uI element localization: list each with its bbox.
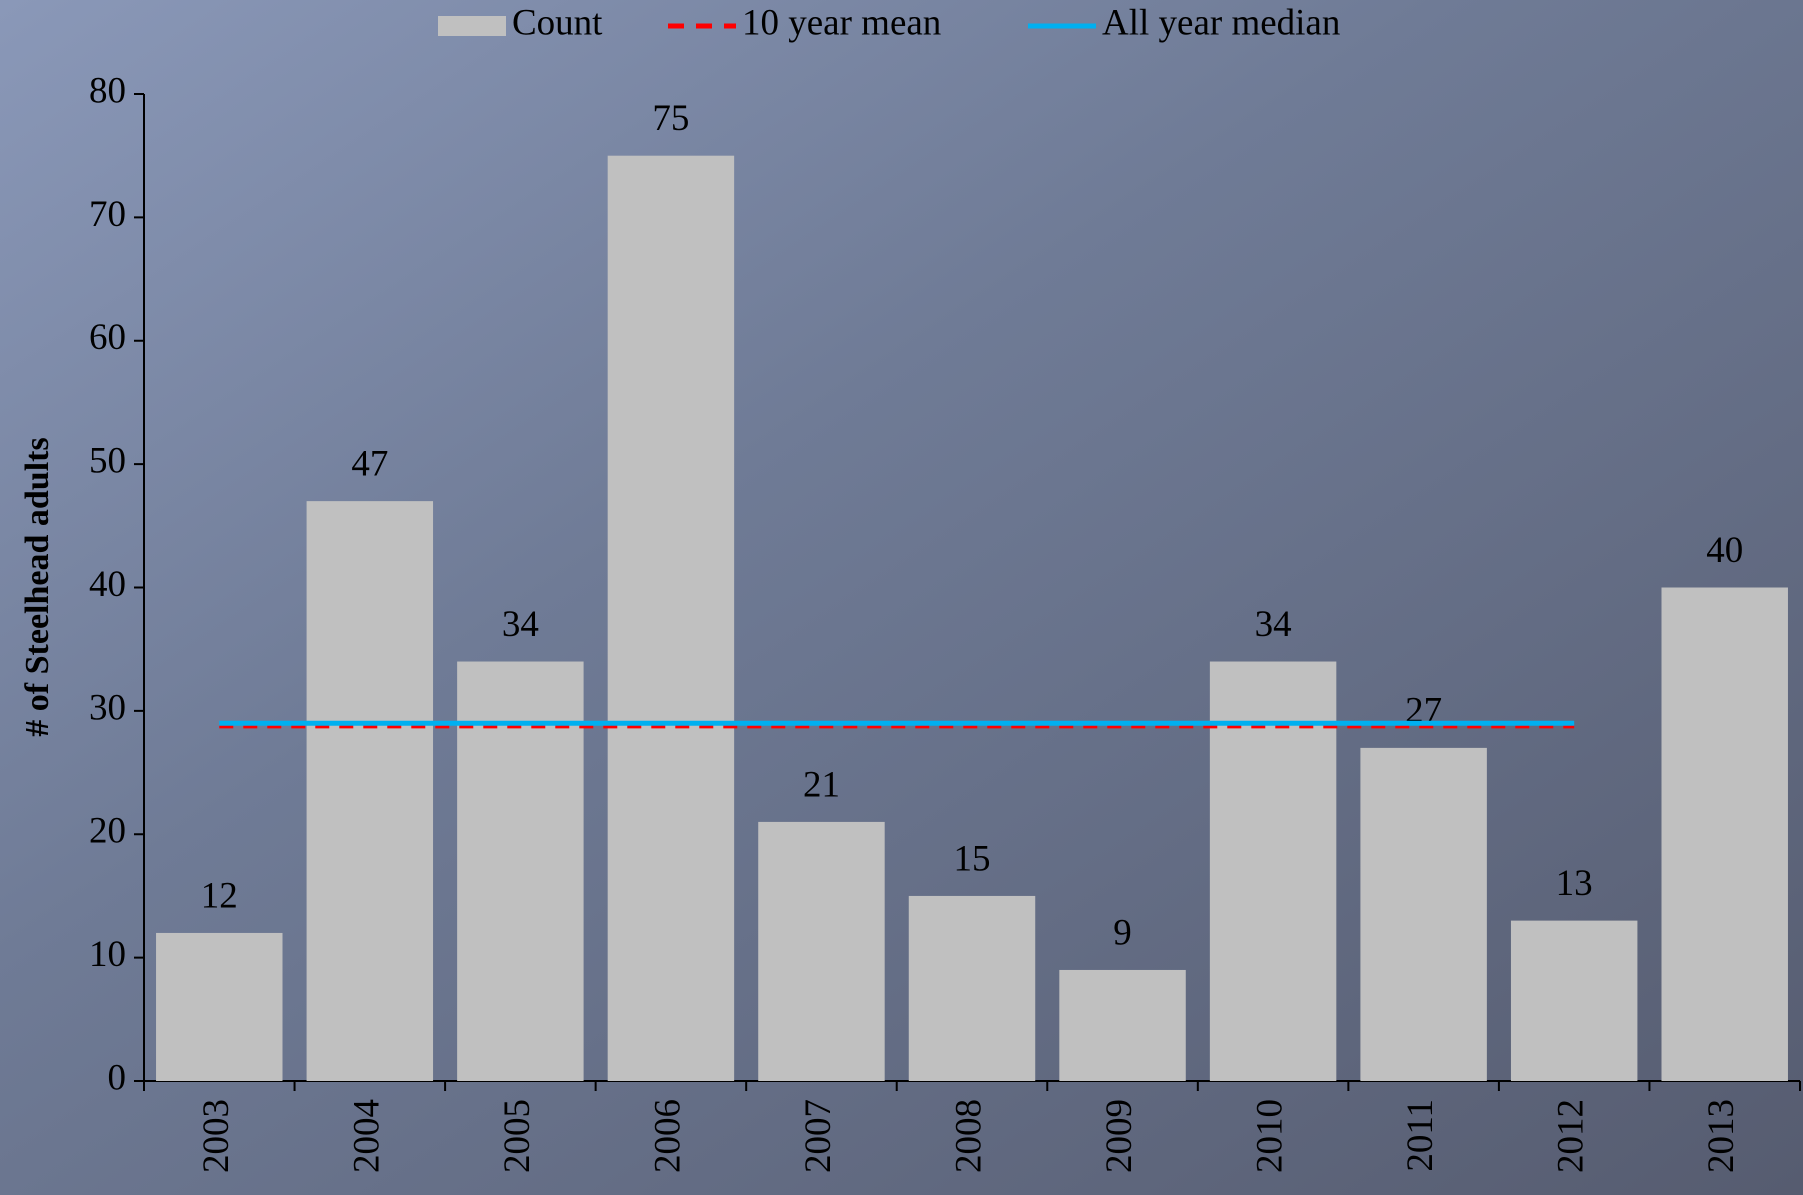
- y-tick-label: 60: [89, 317, 126, 358]
- x-tick-label: 2007: [798, 1099, 839, 1173]
- x-tick-label: 2012: [1551, 1099, 1592, 1173]
- bar: [156, 932, 283, 1081]
- x-tick-label: 2004: [346, 1099, 387, 1173]
- data-label: 12: [201, 875, 238, 916]
- y-tick-label: 0: [108, 1057, 127, 1098]
- bar: [306, 501, 434, 1081]
- bar: [1510, 920, 1638, 1081]
- y-tick-label: 20: [89, 811, 126, 852]
- legend-label: 10 year mean: [742, 2, 941, 43]
- bar: [1209, 661, 1337, 1081]
- y-tick-label: 10: [89, 934, 126, 975]
- y-tick-label: 50: [89, 441, 126, 482]
- legend-swatch: [438, 16, 506, 36]
- x-tick-label: 2006: [647, 1099, 688, 1173]
- bar: [758, 821, 885, 1081]
- data-label: 47: [351, 444, 388, 485]
- data-label: 13: [1556, 863, 1593, 904]
- x-tick-label: 2010: [1250, 1099, 1291, 1173]
- data-label: 15: [954, 838, 991, 879]
- x-tick-label: 2005: [497, 1099, 538, 1173]
- bar: [457, 661, 584, 1081]
- legend-label: All year median: [1102, 2, 1340, 43]
- bar: [908, 895, 1036, 1081]
- data-label: 34: [1255, 604, 1292, 645]
- y-tick-label: 70: [89, 194, 126, 235]
- bar: [1661, 587, 1788, 1081]
- x-tick-label: 2008: [948, 1099, 989, 1173]
- bar: [1059, 969, 1186, 1081]
- y-axis-label: # of Steelhead adults: [19, 437, 56, 736]
- y-tick-label: 80: [89, 70, 126, 111]
- legend-label: Count: [512, 2, 603, 43]
- data-label: 34: [502, 604, 539, 645]
- data-label: 21: [803, 764, 840, 805]
- data-label: 9: [1113, 912, 1132, 953]
- x-tick-label: 2013: [1701, 1099, 1742, 1173]
- x-tick-label: 2009: [1099, 1099, 1140, 1173]
- y-tick-label: 40: [89, 564, 126, 605]
- data-label: 40: [1706, 530, 1743, 571]
- x-tick-label: 2011: [1400, 1099, 1441, 1172]
- x-tick-label: 2003: [196, 1099, 237, 1173]
- y-tick-label: 30: [89, 687, 126, 728]
- data-label: 75: [652, 98, 689, 139]
- bar: [1360, 747, 1487, 1081]
- bar: [607, 155, 735, 1081]
